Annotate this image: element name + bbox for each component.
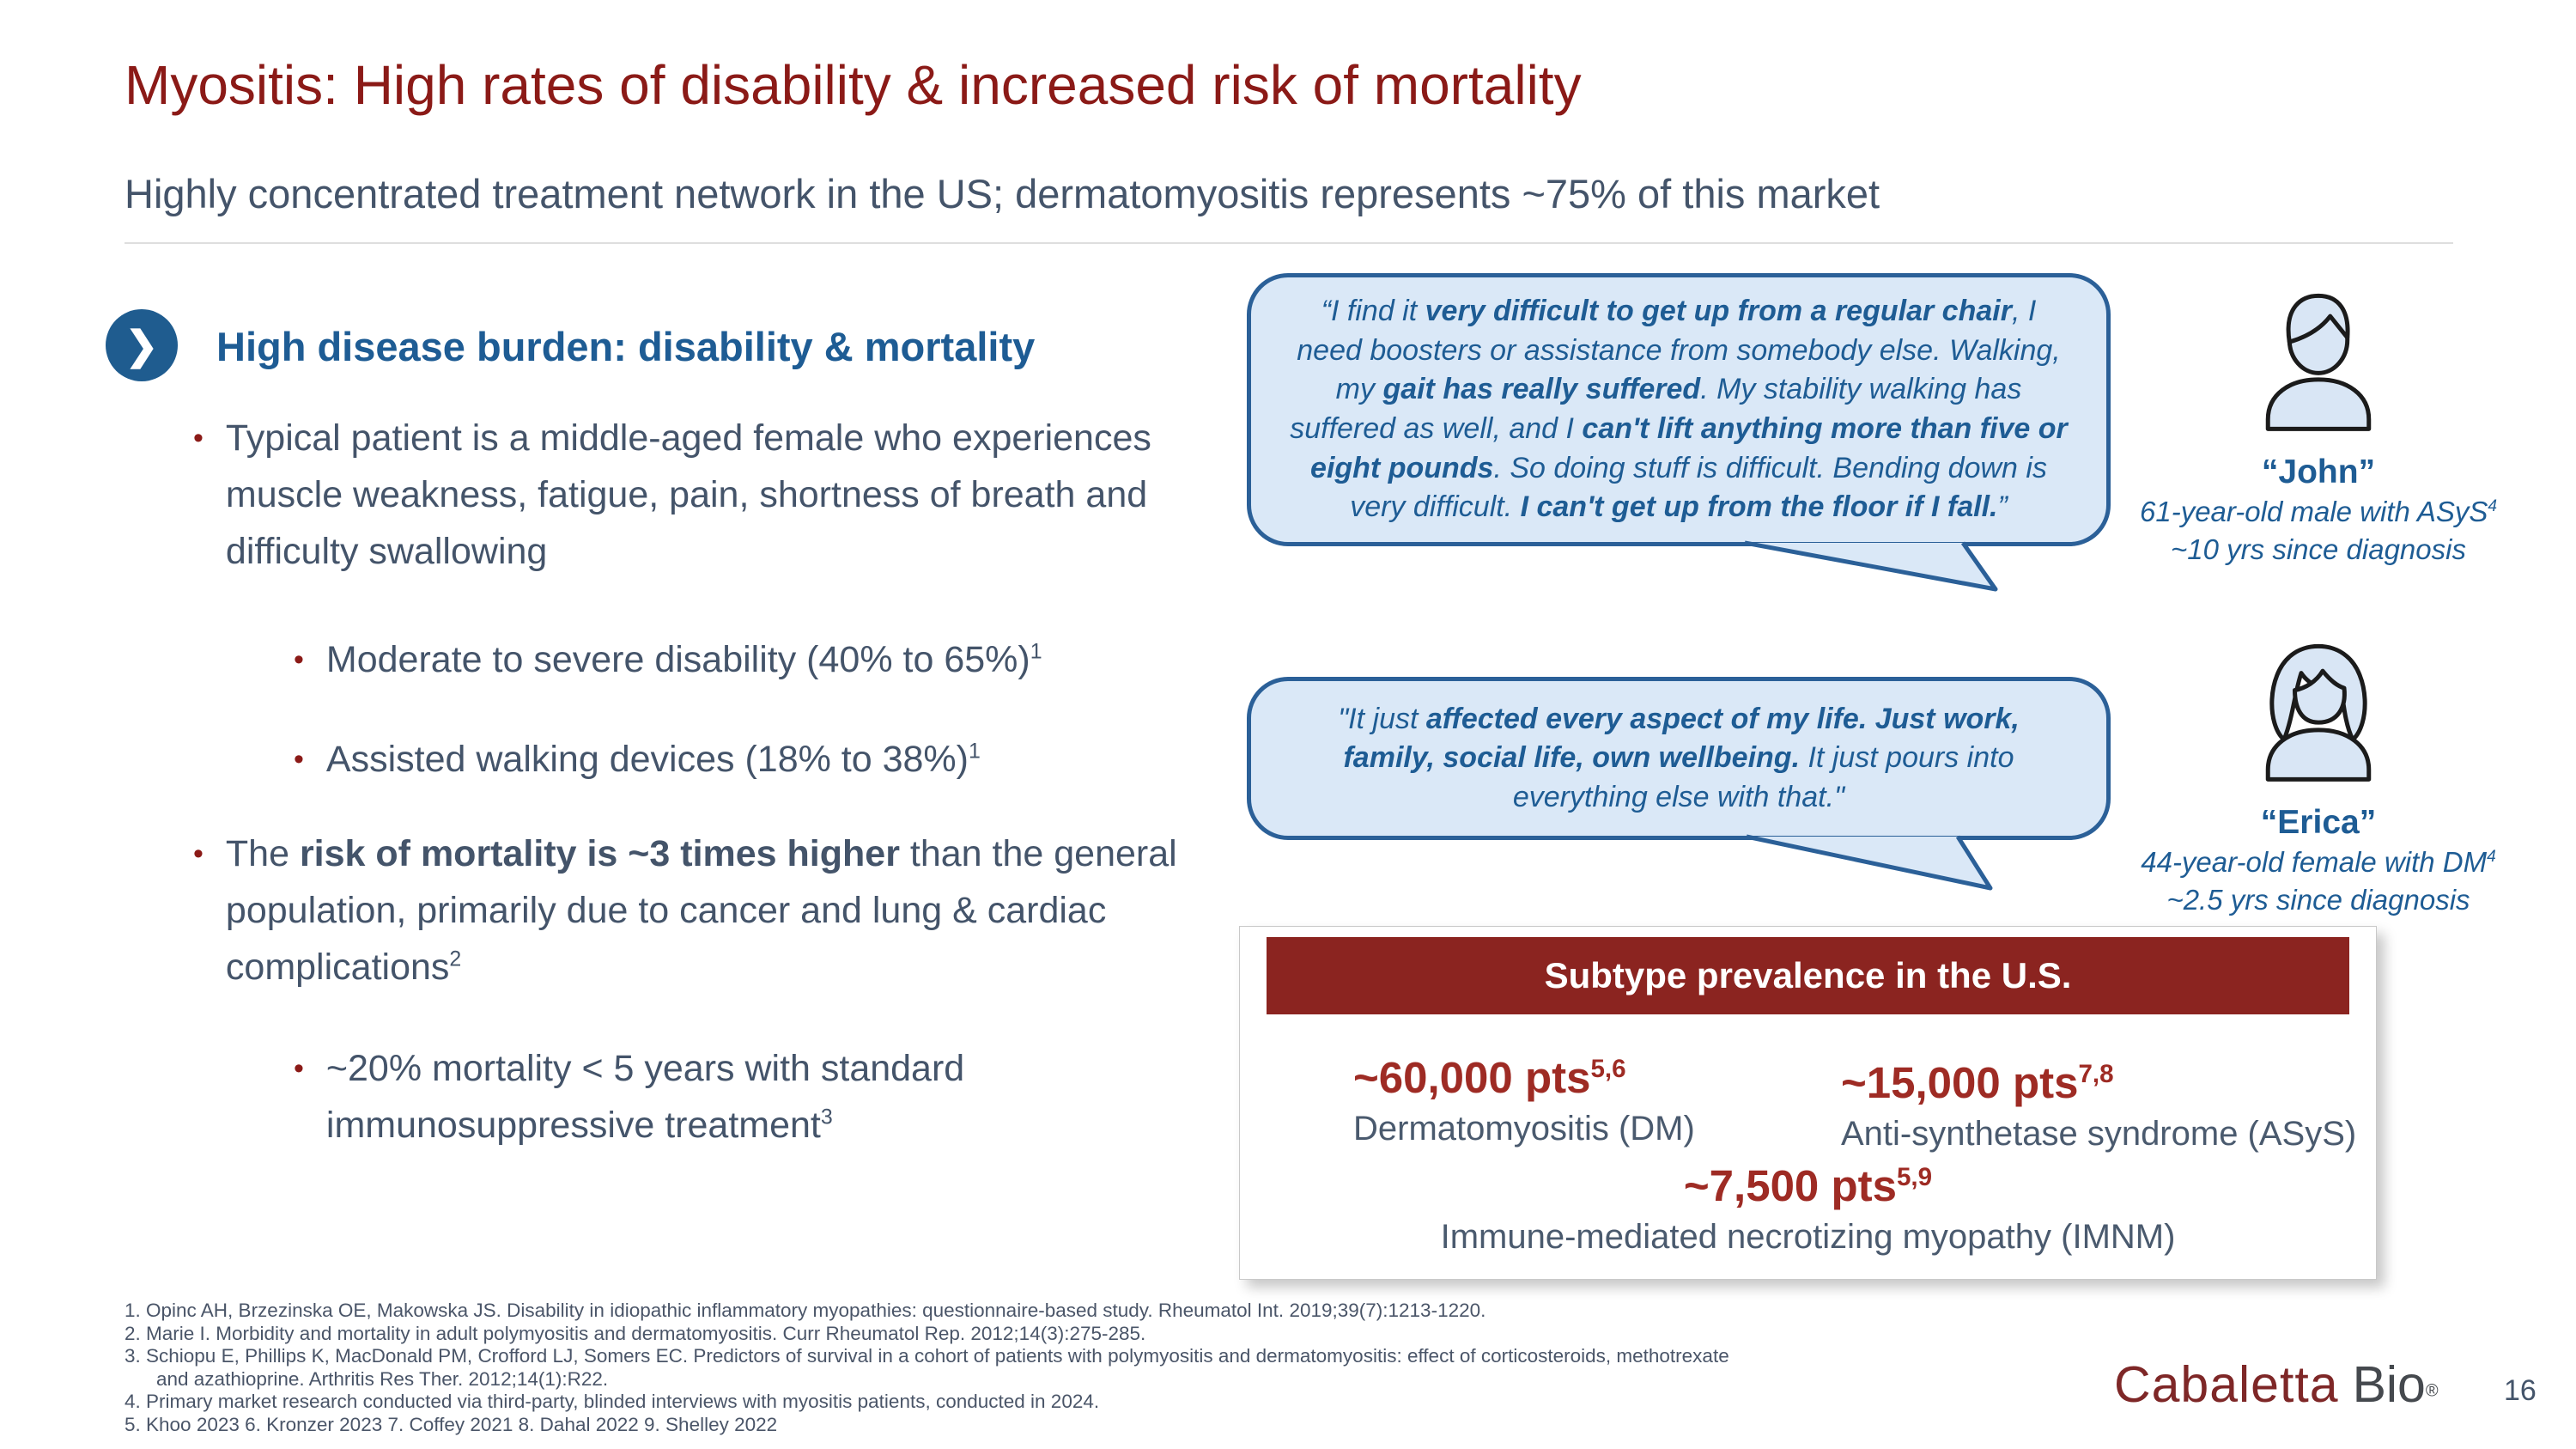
page-number: 16 (2504, 1374, 2537, 1407)
stat-imnm: ~7,500 pts5,9 Immune-mediated necrotizin… (1240, 1164, 2376, 1254)
stat-dermatomyositis: ~60,000 pts5,6 Dermatomyositis (DM) (1353, 1056, 1695, 1146)
sub-bullet-walking-devices: • Assisted walking devices (18% to 38%)1 (294, 732, 1281, 788)
header-divider (125, 242, 2453, 244)
logo-wordmark-cabaletta: Cabaletta (2114, 1356, 2339, 1413)
persona-erica: “Erica” 44-year-old female with DM4 ~2.5… (2121, 641, 2516, 918)
sub-bullet-disability: • Moderate to severe disability (40% to … (294, 632, 1281, 689)
footnotes: 1. Opinc AH, Brzezinska OE, Makowska JS.… (125, 1300, 1971, 1436)
male-person-icon (2265, 293, 2372, 431)
quote-bubble-john-tail (1744, 540, 1998, 592)
stat-antisynthetase: ~15,000 pts7,8 Anti-synthetase syndrome … (1841, 1061, 2356, 1151)
cabaletta-bio-logo: Cabaletta Bio® (2114, 1355, 2439, 1414)
bullet-text: The risk of mortality is ~3 times higher… (225, 833, 1177, 988)
section-heading: High disease burden: disability & mortal… (216, 324, 1036, 369)
persona-john: “John” 61-year-old male with ASyS4 ~10 y… (2121, 290, 2516, 568)
persona-name: “John” (2261, 454, 2376, 490)
bullet-text: Assisted walking devices (18% to 38%)1 (325, 739, 981, 780)
stat-label: Dermatomyositis (DM) (1353, 1110, 1695, 1148)
footnote: 2. Marie I. Morbidity and mortality in a… (125, 1322, 1146, 1344)
persona-desc: 44-year-old female with DM4 (2141, 846, 2496, 878)
bullet-typical-patient: • Typical patient is a middle-aged femal… (193, 411, 1232, 580)
stat-value: ~60,000 pts5,6 (1353, 1053, 1626, 1102)
bullet-marker: • (294, 743, 304, 776)
persona-desc: ~2.5 yrs since diagnosis (2166, 884, 2470, 916)
chevron-right-icon: ❯ (106, 309, 178, 381)
quote-text-erica: "It just affected every aspect of my lif… (1338, 702, 2020, 813)
card-header: Subtype prevalence in the U.S. (1267, 937, 2349, 1014)
bullet-marker: • (193, 422, 204, 454)
quote-bubble-erica: "It just affected every aspect of my lif… (1247, 677, 2111, 840)
footnote: 1. Opinc AH, Brzezinska OE, Makowska JS.… (125, 1300, 1486, 1321)
stat-label: Anti-synthetase syndrome (ASyS) (1841, 1115, 2357, 1153)
stat-value: ~15,000 pts7,8 (1841, 1058, 2114, 1107)
subtype-prevalence-card: Subtype prevalence in the U.S. ~60,000 p… (1239, 926, 2377, 1280)
bullet-text: Typical patient is a middle-aged female … (225, 417, 1151, 572)
stat-label: Immune-mediated necrotizing myopathy (IM… (1440, 1218, 2176, 1256)
page-title: Myositis: High rates of disability & inc… (125, 54, 1582, 116)
footnote: 4. Primary market research conducted via… (125, 1391, 1100, 1412)
bullet-marker: • (294, 1052, 304, 1085)
sub-bullet-mortality-rate: • ~20% mortality < 5 years with standard… (294, 1041, 1170, 1154)
footnote: 3. Schiopu E, Phillips K, MacDonald PM, … (125, 1345, 1729, 1367)
quote-bubble-john: “I find it very difficult to get up from… (1247, 273, 2111, 546)
registered-trademark-icon: ® (2425, 1381, 2439, 1401)
page-subtitle: Highly concentrated treatment network in… (125, 171, 1880, 216)
bullet-text: Moderate to severe disability (40% to 65… (325, 639, 1042, 680)
quote-text-john: “I find it very difficult to get up from… (1290, 295, 2068, 524)
footnote: 5. Khoo 2023 6. Kronzer 2023 7. Coffey 2… (125, 1413, 778, 1435)
persona-name: “Erica” (2260, 804, 2377, 841)
quote-bubble-erica-tail (1746, 834, 1993, 891)
female-person-icon (2265, 644, 2372, 782)
persona-desc: ~10 yrs since diagnosis (2171, 533, 2466, 566)
logo-wordmark-bio: Bio (2352, 1356, 2426, 1413)
bullet-text: ~20% mortality < 5 years with standard i… (325, 1048, 965, 1146)
stat-value: ~7,500 pts5,9 (1683, 1161, 1933, 1210)
bullet-marker: • (294, 643, 304, 676)
footnote-continuation: and azathioprine. Arthritis Res Ther. 20… (156, 1367, 609, 1390)
bullet-mortality-risk: • The risk of mortality is ~3 times high… (193, 826, 1249, 995)
bullet-marker: • (193, 837, 204, 870)
persona-desc: 61-year-old male with ASyS4 (2140, 496, 2497, 527)
